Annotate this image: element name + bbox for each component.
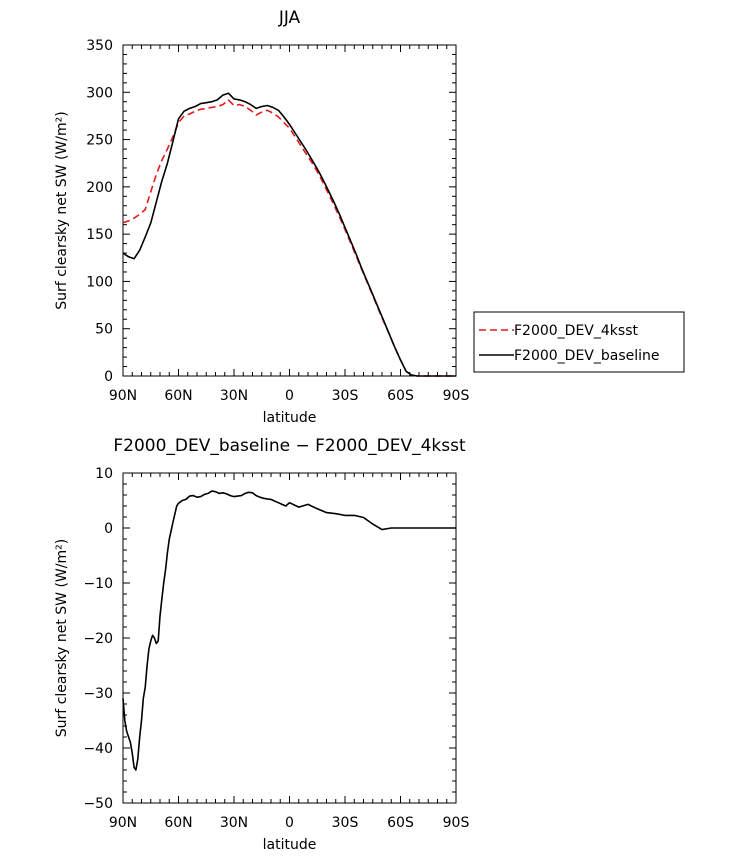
x-tick-label: 60S: [387, 388, 414, 404]
y-axis-label: Surf clearsky net SW (W/m²): [54, 111, 70, 309]
y-tick-label: 0: [104, 369, 113, 385]
y-tick-label: −30: [83, 686, 113, 702]
legend-entry: F2000_DEV_4ksst: [514, 323, 638, 339]
y-tick-label: 50: [95, 322, 113, 338]
y-tick-label: 150: [86, 227, 113, 243]
y-tick-label: 250: [86, 133, 113, 149]
x-tick-label: 90S: [443, 815, 470, 831]
series-line-f2000-dev-baseline: [122, 92, 456, 377]
y-tick-label: 200: [86, 180, 113, 196]
chart-title: JJA: [278, 8, 301, 28]
panel-1: JJA 90N 60N 30N 0 30S 60S 90S 0 50 100 150 200 250 300…: [54, 8, 685, 426]
x-tick-label: 60S: [387, 815, 414, 831]
x-axis-label: latitude: [263, 837, 317, 853]
x-tick-label: 30S: [332, 815, 359, 831]
y-tick-label: −20: [83, 631, 113, 647]
y-tick-label: 0: [104, 521, 113, 537]
x-tick-label: 90N: [109, 388, 137, 404]
y-tick-label: 100: [86, 274, 113, 290]
chart-title: F2000_DEV_baseline − F2000_DEV_4ksst: [113, 436, 466, 456]
legend-entry: F2000_DEV_baseline: [514, 348, 660, 364]
x-tick-label: 0: [285, 388, 294, 404]
plot-frame: [122, 44, 457, 377]
x-axis-label: latitude: [263, 410, 317, 426]
y-tick-label: −40: [83, 741, 113, 757]
y-tick-label: 350: [86, 38, 113, 54]
y-tick-label: 300: [86, 85, 113, 101]
x-tick-label: 60N: [164, 815, 192, 831]
legend: F2000_DEV_4ksst F2000_DEV_baseline: [473, 311, 685, 373]
x-tick-label: 0: [285, 815, 294, 831]
y-tick-label: −10: [83, 576, 113, 592]
x-tick-label: 90N: [109, 815, 137, 831]
y-axis-label: Surf clearsky net SW (W/m²): [54, 539, 70, 737]
y-tick-label: 10: [95, 466, 113, 482]
x-tick-label: 90S: [443, 388, 470, 404]
legend-box: [473, 311, 685, 373]
panel-2: F2000_DEV_baseline − F2000_DEV_4ksst 90N 6…: [54, 436, 469, 853]
x-tick-label: 30N: [220, 815, 248, 831]
y-tick-label: −50: [83, 796, 113, 812]
x-tick-label: 30N: [220, 388, 248, 404]
x-tick-label: 30S: [332, 388, 359, 404]
series-line-difference: [122, 490, 456, 771]
x-tick-label: 60N: [164, 388, 192, 404]
